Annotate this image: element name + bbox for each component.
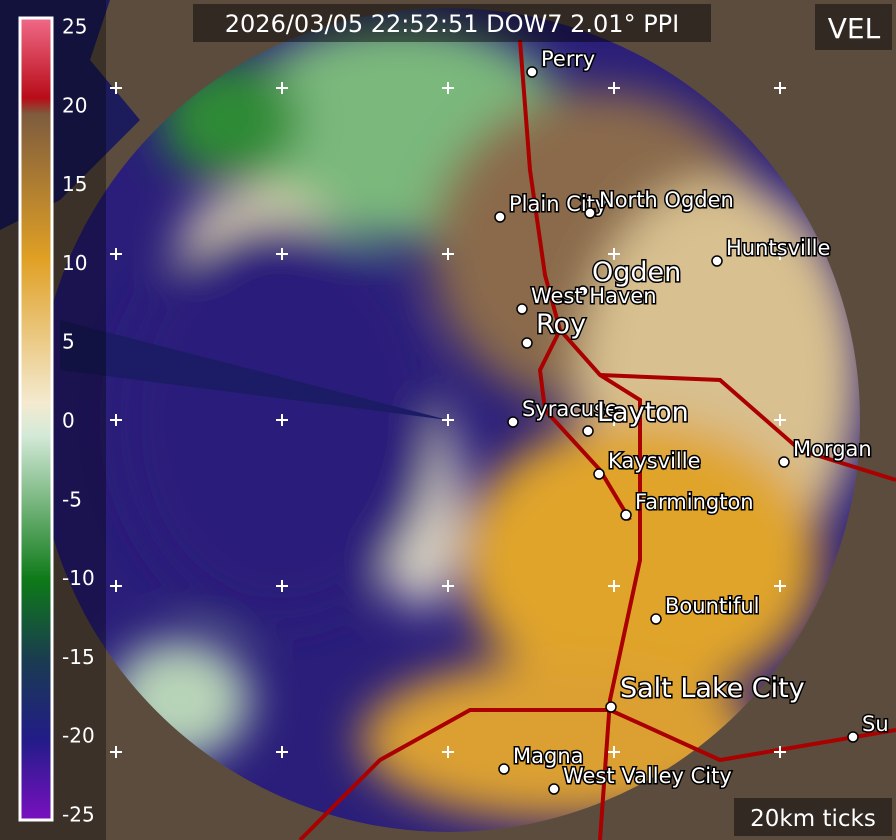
range-tick [774, 82, 786, 94]
city-label: Magna [513, 744, 584, 768]
city-label: North Ogden [599, 188, 734, 212]
range-tick [276, 746, 288, 758]
timestamp: 2026/03/05 22:52:51 DOW7 2.01° PPI [225, 10, 679, 38]
city-label: Salt Lake City [620, 673, 805, 704]
city-dot [582, 425, 594, 437]
city-dot [778, 456, 790, 468]
range-tick [110, 580, 122, 592]
colorbar-tick-label: -5 [62, 487, 82, 511]
city-label: Su [862, 712, 889, 736]
city-dot [620, 509, 632, 521]
city-dot [498, 763, 510, 775]
range-tick [442, 248, 454, 260]
city-label: Layton [597, 397, 689, 428]
colorbar-tick-label: 20 [62, 93, 87, 117]
city-label: Huntsville [726, 236, 830, 260]
city-label: Morgan [793, 437, 872, 461]
city-dot [584, 207, 596, 219]
range-tick [110, 746, 122, 758]
city-label: Kaysville [608, 449, 701, 473]
range-tick [442, 580, 454, 592]
scale-note: 20km ticks [750, 806, 876, 832]
city-dot [548, 783, 560, 795]
range-tick [442, 82, 454, 94]
city-label: Syracuse [522, 397, 618, 421]
city-label: Roy [536, 309, 586, 340]
range-tick [110, 414, 122, 426]
range-tick [608, 580, 620, 592]
colorbar-tick-label: 0 [62, 409, 75, 433]
colorbar-ticks: 25 20 15 10 5 0 -5 -10 -15 -20 -25 [62, 15, 95, 827]
colorbar-tick-label: -20 [62, 724, 95, 748]
range-tick [608, 746, 620, 758]
city-dot [650, 613, 662, 625]
city-dot [516, 303, 528, 315]
roads [298, 39, 896, 840]
city-dot [507, 416, 519, 428]
colorbar-tick-label: -15 [62, 645, 95, 669]
city-dot [577, 285, 589, 297]
city-label: Ogden [592, 257, 681, 288]
range-tick [276, 248, 288, 260]
city-label: West Valley City [563, 764, 732, 788]
colorbar-tick-label: 15 [62, 172, 87, 196]
city-dot [847, 731, 859, 743]
product-bg [815, 4, 892, 50]
range-tick [110, 248, 122, 260]
range-tick [608, 414, 620, 426]
range-tick [774, 414, 786, 426]
city-dot [711, 255, 723, 267]
city-label: West Haven [531, 284, 657, 308]
city-dot [494, 211, 506, 223]
range-tick [608, 248, 620, 260]
scale-bg [734, 798, 892, 836]
range-tick [608, 82, 620, 94]
colorbar-tick-label: 25 [62, 15, 87, 39]
range-tick [110, 82, 122, 94]
colorbar-tick-label: 5 [62, 330, 75, 354]
range-ticks [110, 82, 786, 758]
product: VEL [828, 12, 881, 45]
colorbar-tick-label: 10 [62, 251, 87, 275]
range-tick [276, 82, 288, 94]
range-tick [774, 746, 786, 758]
city-dot [605, 701, 617, 713]
city-dot [521, 337, 533, 349]
city-label: Farmington [635, 490, 754, 514]
colorbar [18, 16, 54, 822]
city-label: Bountiful [665, 594, 759, 618]
city-dot [526, 66, 538, 78]
range-tick [276, 580, 288, 592]
range-tick [774, 248, 786, 260]
city-label: Perry [541, 47, 595, 71]
header-bg [193, 4, 711, 42]
range-tick [442, 746, 454, 758]
colorbar-tick-label: -10 [62, 566, 95, 590]
range-tick [442, 414, 454, 426]
range-tick [276, 414, 288, 426]
colorbar-tick-label: -25 [62, 803, 95, 827]
city-dot [593, 468, 605, 480]
range-tick [774, 580, 786, 592]
